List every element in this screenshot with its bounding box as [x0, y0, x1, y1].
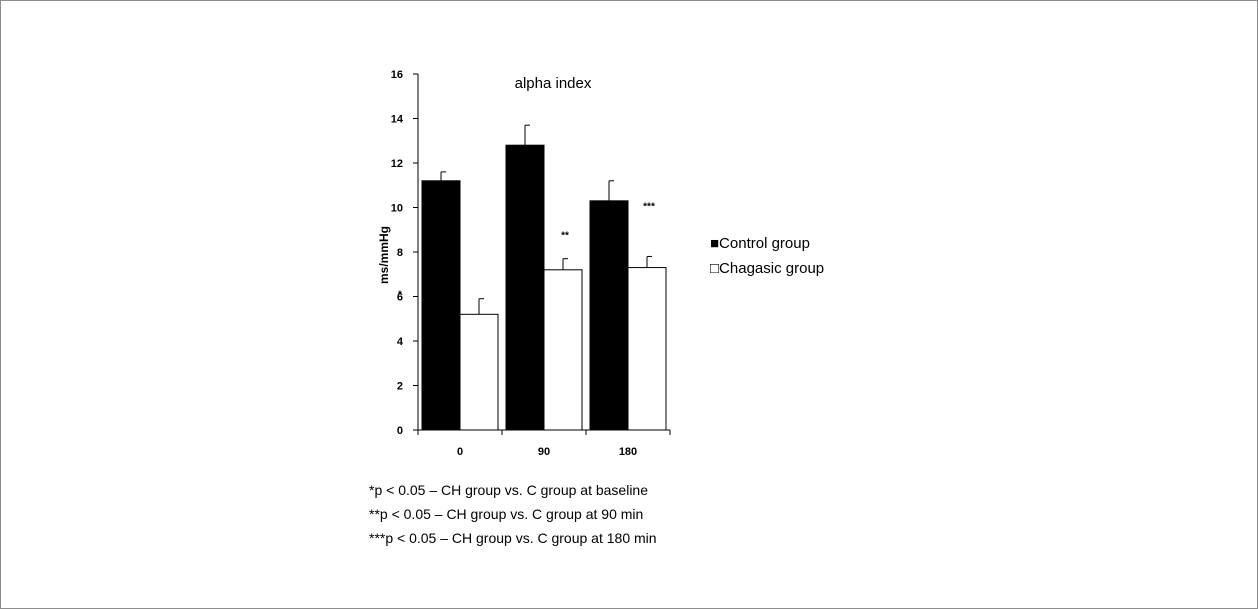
x-axis: 0 90 180: [417, 429, 671, 458]
significance-mark: **: [561, 231, 569, 242]
legend-item-control-group: ■Control group: [710, 235, 810, 252]
y-axis: 0 2 4 6 8 10 12 14 16: [391, 69, 419, 437]
y-axis-label: ms/mmHg: [377, 226, 391, 284]
footnote-90-min: **p < 0.05 – CH group vs. C group at 90 …: [369, 506, 644, 522]
x-tick-label: 180: [619, 446, 637, 458]
y-tick-label: 16: [391, 69, 403, 81]
y-tick-label: 4: [397, 336, 404, 348]
x-tick-label: 0: [457, 446, 463, 458]
legend-item-chagasic-group: □Chagasic group: [710, 260, 824, 277]
significance-mark: *: [398, 290, 402, 301]
bar-control-group: [589, 200, 629, 431]
footnotes: *p < 0.05 – CH group vs. C group at base…: [369, 478, 657, 550]
bar-control-group: [421, 180, 461, 431]
footnote-baseline: *p < 0.05 – CH group vs. C group at base…: [369, 482, 649, 498]
y-tick-label: 0: [397, 425, 403, 437]
bars: ******: [398, 124, 667, 431]
x-tick-label: 90: [538, 446, 550, 458]
bar-chagasic-group: [627, 267, 667, 431]
footnote-180-min: ***p < 0.05 – CH group vs. C group at 18…: [369, 530, 657, 546]
bar-control-group: [505, 144, 545, 431]
y-tick-label: 2: [397, 381, 403, 393]
y-tick-label: 10: [391, 203, 403, 215]
y-tick-label: 14: [391, 114, 404, 126]
y-tick-label: 8: [397, 247, 403, 259]
bar-chagasic-group: [543, 269, 583, 431]
chart-title: alpha index: [515, 75, 592, 92]
bar-chagasic-group: [459, 313, 499, 431]
y-tick-label: 6: [397, 292, 403, 304]
legend: ■Control group □Chagasic group: [710, 235, 824, 277]
significance-mark: ***: [643, 202, 655, 213]
y-tick-label: 12: [391, 158, 403, 170]
